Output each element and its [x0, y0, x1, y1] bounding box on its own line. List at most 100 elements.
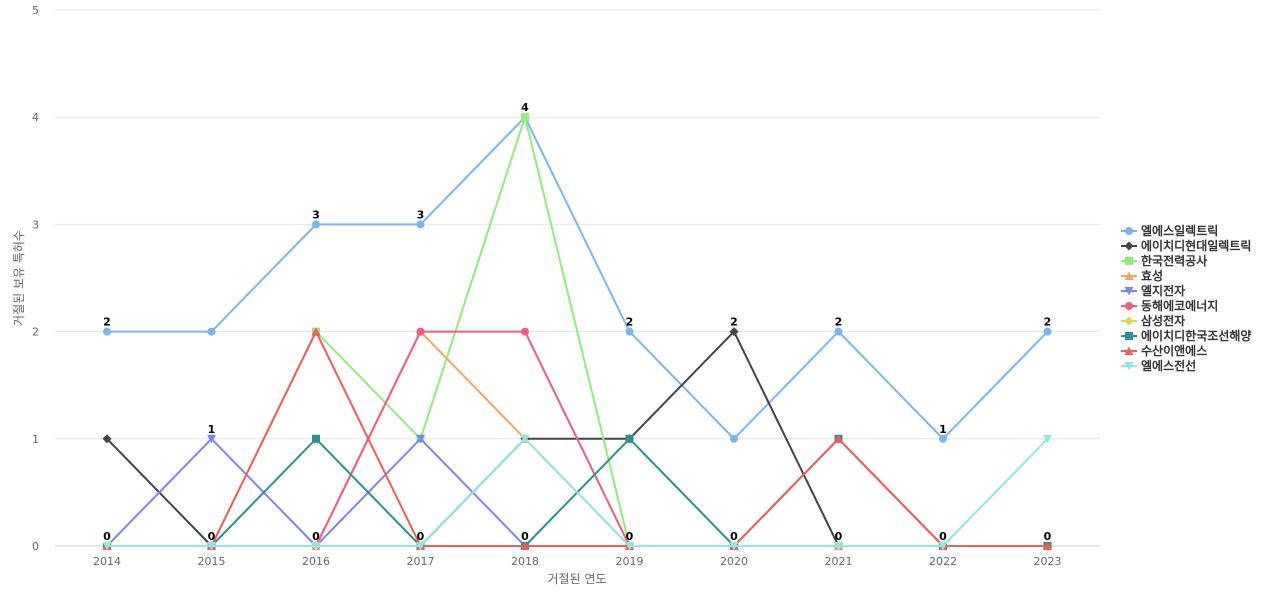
data-label: 4	[521, 101, 529, 114]
legend-marker[interactable]	[1125, 332, 1133, 340]
y-tick-label: 4	[32, 111, 39, 124]
legend-marker[interactable]	[1124, 346, 1134, 356]
x-tick-label: 2023	[1034, 555, 1062, 568]
legend-marker[interactable]	[1124, 362, 1134, 371]
data-point[interactable]	[730, 434, 738, 443]
data-label: 0	[208, 530, 216, 543]
legend-marker[interactable]	[1125, 257, 1133, 265]
y-tick-label: 0	[32, 540, 39, 553]
series-1	[103, 113, 1052, 443]
x-axis-title: 거절된 연도	[547, 572, 606, 586]
data-point[interactable]	[938, 542, 948, 551]
series-line[interactable]	[107, 116, 1049, 440]
y-tick-label: 5	[32, 4, 39, 17]
data-point[interactable]	[625, 542, 634, 551]
data-label: 2	[1044, 316, 1052, 329]
x-tick-label: 2016	[302, 555, 330, 568]
legend-item[interactable]: 수산이앤에스	[1121, 343, 1207, 358]
x-tick-label: 2020	[720, 555, 748, 568]
series-10	[102, 434, 1052, 551]
data-labels: 2 0 1 0 3 0 3 0 4 0 2 0 2 0 2 0 1 0 2 0	[103, 101, 1052, 543]
data-label: 0	[417, 530, 425, 543]
data-point[interactable]	[1043, 327, 1052, 336]
legend-label: 효성	[1141, 269, 1163, 283]
data-point[interactable]	[207, 434, 216, 444]
legend-item[interactable]: 엘에스일렉트릭	[1121, 223, 1218, 238]
x-tick-label: 2019	[616, 555, 644, 568]
x-tick-label: 2015	[198, 555, 226, 568]
data-point[interactable]	[416, 542, 425, 551]
grid-lines	[55, 9, 1100, 547]
data-label: 2	[103, 316, 111, 329]
legend-item[interactable]: 에이치디현대일렉트릭	[1121, 238, 1251, 253]
legend-marker[interactable]	[1125, 227, 1133, 235]
legend-item[interactable]: 엘지전자	[1121, 283, 1185, 298]
data-label: 0	[521, 530, 529, 543]
data-point[interactable]	[1043, 434, 1052, 444]
legend-marker[interactable]	[1124, 316, 1134, 326]
data-point[interactable]	[102, 434, 112, 444]
data-point[interactable]	[311, 542, 321, 551]
data-point[interactable]	[207, 542, 216, 551]
data-point[interactable]	[834, 434, 843, 443]
legend-label: 한국전력공사	[1141, 253, 1207, 268]
series-line[interactable]	[107, 437, 1049, 547]
data-point[interactable]	[521, 327, 529, 336]
data-point[interactable]	[729, 542, 739, 551]
legend-item[interactable]: 에이치디한국조선해양	[1121, 328, 1251, 343]
data-point[interactable]	[520, 434, 530, 444]
legend-item[interactable]: 동해에코에너지	[1121, 298, 1218, 313]
data-point[interactable]	[311, 327, 321, 336]
legend-item[interactable]: 삼성전자	[1121, 313, 1185, 328]
x-tick-label: 2014	[93, 555, 121, 568]
data-label: 2	[835, 316, 843, 329]
data-point[interactable]	[416, 220, 425, 229]
data-point[interactable]	[520, 541, 530, 551]
legend-marker[interactable]	[1124, 241, 1134, 251]
data-point[interactable]	[834, 542, 843, 551]
legend-item[interactable]: 한국전력공사	[1121, 253, 1207, 268]
data-point[interactable]	[625, 327, 634, 336]
data-point[interactable]	[207, 327, 216, 336]
data-point[interactable]	[103, 327, 111, 336]
data-label: 0	[103, 530, 111, 543]
series-line[interactable]	[107, 330, 1048, 547]
data-label: 0	[730, 530, 738, 543]
data-point[interactable]	[625, 434, 634, 443]
data-label: 0	[312, 530, 320, 543]
data-point[interactable]	[834, 327, 843, 336]
legend-item[interactable]: 효성	[1121, 269, 1163, 283]
y-tick-label: 1	[32, 433, 39, 446]
legend-marker[interactable]	[1125, 302, 1133, 310]
data-point[interactable]	[312, 220, 320, 229]
x-tick-label: 2017	[407, 555, 435, 568]
legend[interactable]: 엘에스일렉트릭에이치디현대일렉트릭한국전력공사효성엘지전자동해에코에너지삼성전자…	[1121, 223, 1251, 373]
x-tick-label: 2022	[929, 555, 957, 568]
x-tick-label: 2021	[825, 555, 853, 568]
legend-item[interactable]: 엘에스전선	[1121, 358, 1196, 373]
legend-label: 엘에스일렉트릭	[1141, 223, 1218, 238]
data-point[interactable]	[1043, 541, 1052, 551]
data-point[interactable]	[521, 113, 529, 122]
data-point[interactable]	[729, 327, 739, 337]
data-point[interactable]	[416, 327, 425, 336]
data-label: 3	[312, 208, 320, 221]
data-point[interactable]	[312, 434, 320, 443]
series-lines	[102, 113, 1052, 551]
data-label: 1	[939, 423, 947, 436]
data-label: 0	[939, 530, 947, 543]
data-label: 1	[208, 423, 216, 436]
legend-label: 엘지전자	[1141, 283, 1185, 298]
y-tick-label: 2	[32, 326, 39, 339]
data-label: 2	[626, 316, 634, 329]
legend-marker[interactable]	[1124, 287, 1134, 296]
data-point[interactable]	[416, 434, 425, 444]
data-point[interactable]	[939, 434, 947, 443]
legend-marker[interactable]	[1124, 271, 1134, 281]
data-point[interactable]	[102, 542, 112, 551]
x-axis-ticks: 2014 2015 2016 2017 2018 2019 2020 2021 2022 2023	[93, 555, 1062, 568]
legend-label: 엘에스전선	[1141, 358, 1196, 373]
data-label: 2	[730, 316, 738, 329]
y-axis-ticks: 0 1 2 3 4 5	[32, 4, 39, 553]
